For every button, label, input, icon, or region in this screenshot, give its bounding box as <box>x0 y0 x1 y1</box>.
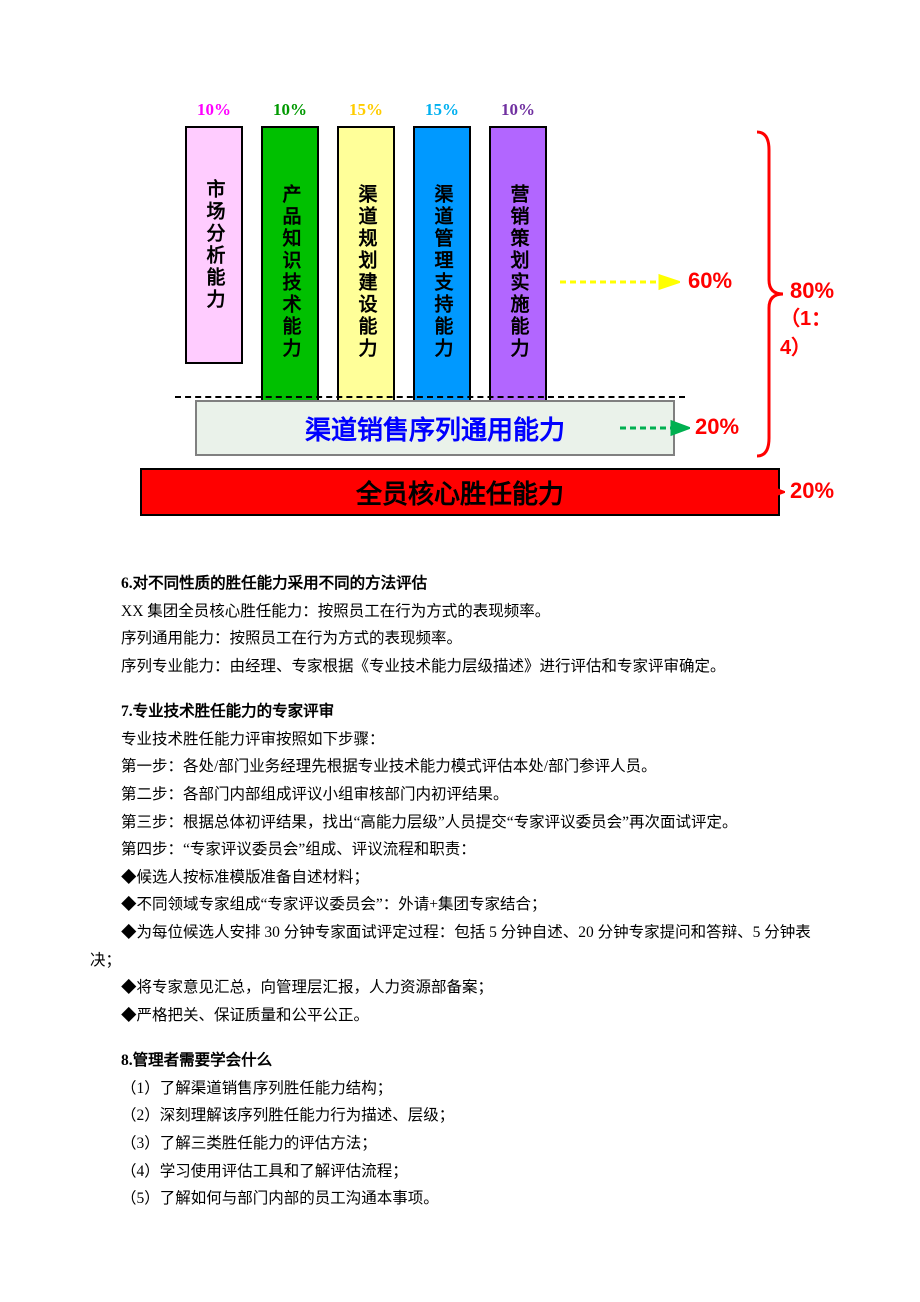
dash-line <box>175 396 685 398</box>
p8d: （4）学习使用评估工具和了解评估流程； <box>90 1158 830 1186</box>
p8c: （3）了解三类胜任能力的评估方法； <box>90 1130 830 1158</box>
brace-pct-label: 80% <box>790 278 834 304</box>
pillar-3-pct: 15% <box>349 100 383 120</box>
p7g: ◆不同领域专家组成“专家评议委员会”：外请+集团专家结合； <box>90 891 830 919</box>
p7h: ◆为每位候选人安排 30 分钟专家面试评定过程：包括 5 分钟自述、20 分钟专… <box>90 919 830 974</box>
p6b: 序列通用能力：按照员工在行为方式的表现频率。 <box>90 625 830 653</box>
pillar-3-box: 渠道规划建设能力 <box>337 126 395 418</box>
pillar-2: 10% 产品知识技术能力 <box>261 100 319 418</box>
p7i: ◆将专家意见汇总，向管理层汇报，人力资源部备案； <box>90 974 830 1002</box>
p7f: ◆候选人按标准模版准备自述材料； <box>90 864 830 892</box>
document-body: 6.对不同性质的胜任能力采用不同的方法评估 XX 集团全员核心胜任能力：按照员工… <box>90 570 830 1213</box>
p6a: XX 集团全员核心胜任能力：按照员工在行为方式的表现频率。 <box>90 598 830 626</box>
p8a: （1）了解渠道销售序列胜任能力结构； <box>90 1075 830 1103</box>
p7d: 第三步：根据总体初评结果，找出“高能力层级”人员提交“专家评议委员会”再次面试评… <box>90 809 830 837</box>
heading-6: 6.对不同性质的胜任能力采用不同的方法评估 <box>90 570 830 598</box>
p6c: 序列专业能力：由经理、专家根据《专业技术能力层级描述》进行评估和专家评审确定。 <box>90 653 830 681</box>
green-arrow-icon <box>620 418 690 438</box>
p7j: ◆严格把关、保证质量和公平公正。 <box>90 1002 830 1030</box>
green-pct-label: 20% <box>695 414 739 440</box>
heading-7: 7.专业技术胜任能力的专家评审 <box>90 698 830 726</box>
general-ability-box: 渠道销售序列通用能力 <box>195 400 675 456</box>
pillar-3: 15% 渠道规划建设能力 <box>337 100 395 418</box>
competency-diagram: 10% 市场分析能力 10% 产品知识技术能力 15% 渠道规划建设能力 15%… <box>90 100 830 530</box>
yellow-pct-label: 60% <box>688 268 732 294</box>
brace-icon <box>755 130 785 458</box>
pillar-2-pct: 10% <box>273 100 307 120</box>
pillar-4: 15% 渠道管理支持能力 <box>413 100 471 418</box>
core-competency-box: 全员核心胜任能力 <box>140 468 780 516</box>
p7a: 专业技术胜任能力评审按照如下步骤： <box>90 726 830 754</box>
p8b: （2）深刻理解该序列胜任能力行为描述、层级； <box>90 1102 830 1130</box>
yellow-arrow-icon <box>560 272 680 292</box>
pillar-1: 10% 市场分析能力 <box>185 100 243 418</box>
core-pct-label: 20% <box>790 478 834 504</box>
pillar-1-box: 市场分析能力 <box>185 126 243 364</box>
pillar-5: 10% 营销策划实施能力 <box>489 100 547 418</box>
pillar-5-box: 营销策划实施能力 <box>489 126 547 418</box>
p7b: 第一步：各处/部门业务经理先根据专业技术能力模式评估本处/部门参评人员。 <box>90 753 830 781</box>
heading-8: 8.管理者需要学会什么 <box>90 1047 830 1075</box>
p8e: （5）了解如何与部门内部的员工沟通本事项。 <box>90 1185 830 1213</box>
brace-sub-label: （1：4） <box>780 302 831 360</box>
p7e: 第四步：“专家评议委员会”组成、评议流程和职责： <box>90 836 830 864</box>
red-arrow-icon <box>695 482 785 502</box>
p7c: 第二步：各部门内部组成评议小组审核部门内初评结果。 <box>90 781 830 809</box>
pillar-2-box: 产品知识技术能力 <box>261 126 319 418</box>
pillars-row: 10% 市场分析能力 10% 产品知识技术能力 15% 渠道规划建设能力 15%… <box>185 100 547 418</box>
pillar-4-box: 渠道管理支持能力 <box>413 126 471 418</box>
pillar-4-pct: 15% <box>425 100 459 120</box>
pillar-1-pct: 10% <box>197 100 231 120</box>
pillar-5-pct: 10% <box>501 100 535 120</box>
